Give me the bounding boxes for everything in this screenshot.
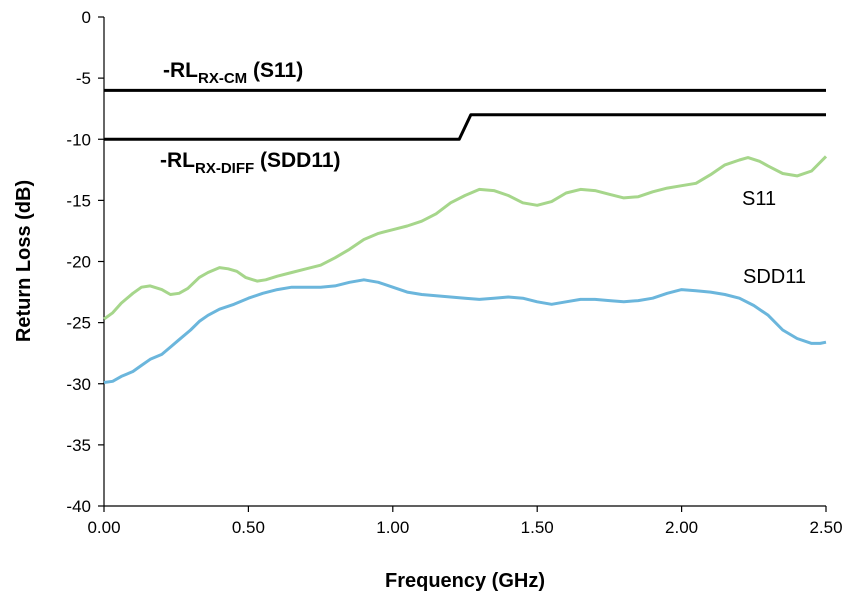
cm-limit-suffix: (S11) [247, 59, 303, 82]
y-tick-label: -35 [66, 436, 91, 455]
x-tick-label: 2.00 [665, 518, 698, 537]
y-tick-label: -15 [66, 191, 91, 210]
x-tick-label: 1.00 [376, 518, 409, 537]
y-tick-label: 0 [82, 8, 91, 27]
y-tick-label: -5 [76, 69, 91, 88]
y-tick-label: -10 [66, 130, 91, 149]
y-tick-label: -30 [66, 375, 91, 394]
cm-limit-prefix: -RL [163, 59, 198, 82]
sdd11-series-label: SDD11 [743, 266, 806, 288]
sdd11-line [103, 278, 827, 384]
axes: 0 -5 -10 -15 -20 -25 -30 -35 -40 0.00 0.50 1.00 1.50… [66, 8, 842, 537]
x-axis-title: Frequency (GHz) [385, 570, 545, 592]
y-tick-label: -40 [66, 497, 91, 516]
diff-limit-subscript: RX-DIFF [195, 160, 254, 177]
x-tick-label: 0.50 [232, 518, 265, 537]
cm-limit-subscript: RX-CM [198, 70, 247, 87]
y-axis-title: Return Loss (dB) [13, 180, 35, 342]
diff-limit-line [104, 113, 826, 141]
diff-limit-suffix: (SDD11) [254, 149, 340, 172]
x-tick-label: 0.00 [87, 518, 120, 537]
x-tick-label: 1.50 [521, 518, 554, 537]
series-layer [103, 88, 828, 384]
cm-limit-label: -RLRX-CM (S11) [163, 59, 303, 87]
diff-limit-label: -RLRX-DIFF (SDD11) [160, 149, 341, 177]
s11-line [103, 155, 828, 321]
y-tick-label: -20 [66, 253, 91, 272]
x-tick-label: 2.50 [809, 518, 842, 537]
diff-limit-prefix: -RL [160, 149, 195, 172]
s11-series-label: S11 [742, 188, 776, 210]
y-tick-label: -25 [66, 314, 91, 333]
